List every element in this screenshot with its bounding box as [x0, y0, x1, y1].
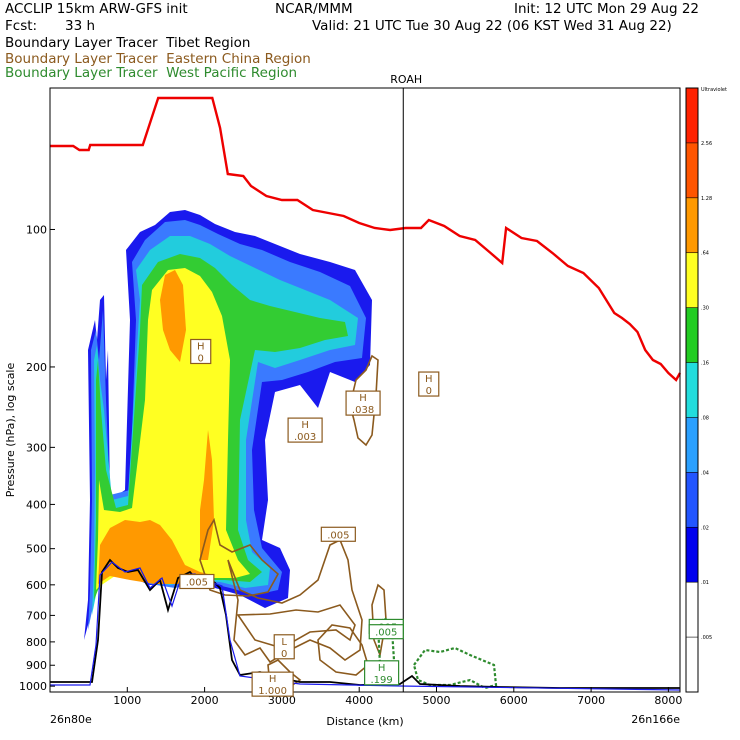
colorbar-segment: [686, 252, 698, 308]
colorbar-segment: [686, 637, 698, 692]
annotation-value: .005: [375, 628, 397, 639]
colorbar-tick-label: .04: [701, 470, 709, 476]
y-tick-label: 600: [26, 579, 47, 592]
colorbar-segment: [686, 88, 698, 143]
colorbar-segment: [686, 472, 698, 528]
annotation-value: .199: [370, 675, 392, 686]
colorbar-tick-label: .64: [701, 251, 709, 257]
y-tick-label: 300: [26, 441, 47, 454]
colorbar-segment: [686, 527, 698, 583]
colorbar-tick-label: .02: [701, 525, 709, 531]
y-tick-label: 900: [26, 659, 47, 672]
annotation-value: .005: [327, 530, 349, 541]
y-tick-label: 500: [26, 543, 47, 556]
tracer-shading: [84, 210, 372, 640]
annotation-letter: H: [359, 393, 367, 404]
y-tick-label: 400: [26, 498, 47, 511]
x-tick-label: 8000: [654, 694, 682, 707]
colorbar-tick-label: .30: [701, 306, 709, 312]
annotation-value: .038: [352, 405, 374, 416]
colorbar-top-label: Ultraviolet: [701, 87, 727, 93]
annotation-box: [251, 671, 294, 697]
tracer-legend-eastern-china: Boundary Layer Tracer Eastern China Regi…: [5, 51, 311, 67]
org-label: NCAR/MMM: [275, 1, 353, 17]
annotation-box: [368, 624, 404, 640]
colorbar-tick-label: 1.28: [701, 196, 712, 202]
right-end-label: 26n166e: [631, 713, 680, 726]
colorbar-frame: [685, 87, 699, 693]
annotation-box: [364, 660, 400, 686]
annotation-value: 0: [281, 649, 287, 660]
annotation-box: [273, 634, 295, 660]
x-tick-label: 5000: [423, 694, 451, 707]
colorbar-segment: [686, 307, 698, 363]
colorbar-segment: [686, 582, 698, 638]
annotation-value: 0: [198, 353, 204, 364]
annotation-value: .005: [186, 577, 208, 588]
tracer-band-7: [200, 430, 214, 560]
x-tick-label: 4000: [345, 694, 373, 707]
colorbar-segment: [686, 417, 698, 473]
tracer-legend-west-pacific: Boundary Layer Tracer West Pacific Regio…: [5, 65, 298, 81]
plot-frame: [49, 87, 681, 693]
y-tick-label: 800: [26, 636, 47, 649]
forecast-value: 33 h: [65, 18, 96, 34]
annotation-box: [287, 417, 323, 443]
tracer-band-5: [98, 520, 212, 584]
x-tick-label: 7000: [577, 694, 605, 707]
colorbar-tick-label: .005: [701, 635, 712, 641]
x-tick-label: 2000: [191, 694, 219, 707]
colorbar-tick-label: 2.56: [701, 141, 712, 147]
contour-ec-1: [227, 538, 363, 664]
x-tick-label: 1000: [113, 694, 141, 707]
annotation-value: 0: [426, 386, 432, 397]
annotation-letter: H: [378, 663, 386, 674]
annotation-letter: H: [197, 341, 205, 352]
colorbar-tick-label: .01: [701, 580, 709, 586]
valid-time: Valid: 21 UTC Tue 30 Aug 22 (06 KST Wed …: [312, 18, 672, 34]
annotation-box: [345, 390, 381, 416]
annotation-box: [179, 573, 215, 590]
y-tick-label: 200: [26, 361, 47, 374]
tracer-legend-tibet: Boundary Layer Tracer Tibet Region: [5, 35, 251, 51]
annotation-box: [418, 371, 440, 397]
contour-wp-1: [412, 646, 498, 690]
annotation-letter: H: [425, 374, 433, 385]
contour-ec-3: [199, 517, 280, 597]
x-tick-label: 6000: [500, 694, 528, 707]
colorbar-segment: [686, 142, 698, 198]
y-tick-label: 1000: [19, 680, 47, 693]
y-tick-label: 100: [26, 223, 47, 236]
model-title: ACCLIP 15km ARW-GFS init: [5, 1, 188, 17]
colorbar-tick-label: .08: [701, 415, 709, 421]
colorbar-segment: [686, 362, 698, 418]
annotation-letter: H: [269, 674, 277, 685]
annotation-box: [190, 338, 212, 365]
y-tick-label: 700: [26, 609, 47, 622]
y-axis-label: Pressure (hPa), log scale: [4, 363, 17, 498]
tracer-band-6: [160, 270, 186, 362]
colorbar-segment: [686, 197, 698, 253]
tropopause-line: [50, 96, 682, 382]
forecast-label: Fcst:: [5, 18, 38, 34]
marker-label: ROAH: [390, 73, 422, 86]
x-tick-label: 3000: [268, 694, 296, 707]
annotation-box: [320, 526, 356, 542]
init-time: Init: 12 UTC Mon 29 Aug 22: [514, 1, 699, 17]
terrain-line-secondary: [50, 561, 680, 691]
left-end-label: 26n80e: [50, 713, 92, 726]
annotation-value: .003: [294, 432, 316, 443]
x-axis-label: Distance (km): [326, 715, 403, 728]
annotation-value: 1.000: [258, 686, 287, 697]
annotation-letter: H: [301, 420, 309, 431]
colorbar-tick-label: .16: [701, 361, 709, 367]
annotation-letter: L: [281, 637, 287, 648]
terrain-line-tibet: [50, 558, 680, 689]
